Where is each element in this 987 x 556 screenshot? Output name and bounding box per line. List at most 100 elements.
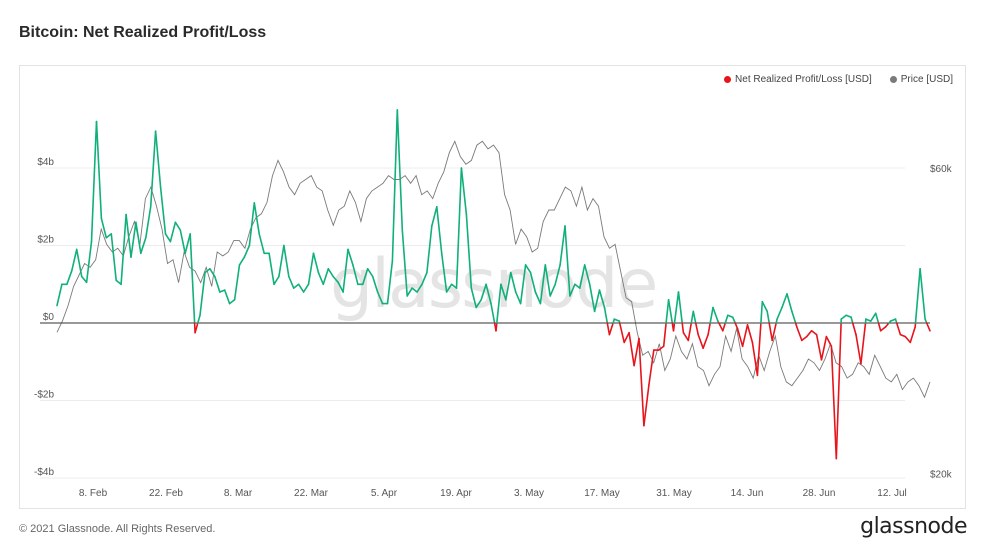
series-net-profit-segment <box>529 271 537 293</box>
series-net-loss-segment <box>855 333 862 365</box>
series-net-profit-segment <box>465 213 473 289</box>
series-net-profit-segment <box>56 283 63 307</box>
x-tick-label: 28. Jun <box>803 488 836 499</box>
series-net-loss-segment <box>638 337 645 427</box>
series-net-profit-segment <box>149 130 157 208</box>
series-net-profit-segment <box>105 233 113 239</box>
series-net-profit-segment <box>430 206 438 227</box>
series-net-loss-segment <box>194 322 199 334</box>
x-tick-label: 3. May <box>514 488 544 499</box>
series-net-profit-segment <box>71 248 78 272</box>
x-tick-label: 8. Feb <box>79 488 108 499</box>
series-net-profit-segment <box>559 225 566 266</box>
series-net-loss-segment <box>795 326 803 342</box>
series-net-profit-segment <box>307 252 315 286</box>
series-net-profit-segment <box>209 267 216 278</box>
series-net-loss-segment <box>879 326 887 332</box>
series-net-profit-segment <box>874 312 880 324</box>
series-net-loss-segment <box>643 384 650 427</box>
series-net-loss-segment <box>672 322 676 332</box>
series-net-profit-segment <box>709 306 714 324</box>
series-net-profit-segment <box>169 221 177 243</box>
series-net-profit-segment <box>485 283 492 305</box>
series-net-profit-segment <box>919 267 926 320</box>
series-net-profit-segment <box>421 271 428 286</box>
series-net-profit-segment <box>475 298 483 309</box>
series-price-line <box>56 140 931 399</box>
x-tick-label: 19. Apr <box>440 488 472 499</box>
series-net-loss-segment <box>820 335 828 361</box>
series-net-loss-segment <box>768 322 774 342</box>
footer-copyright: © 2021 Glassnode. All Rights Reserved. <box>19 523 216 535</box>
series-net-profit-segment <box>524 264 532 274</box>
series-net-profit-segment <box>197 314 201 324</box>
series-net-loss-segment <box>741 324 749 348</box>
series-net-profit-segment <box>80 275 88 284</box>
x-tick-label: 22. Feb <box>149 488 183 499</box>
series-net-profit-segment <box>66 269 73 286</box>
series-net-profit-segment <box>514 291 522 305</box>
series-net-profit-segment <box>258 233 266 255</box>
series-net-profit-segment <box>228 298 236 305</box>
series-net-loss-segment <box>805 329 813 338</box>
series-net-profit-segment <box>347 248 354 266</box>
series-net-loss-segment <box>662 322 667 348</box>
series-net-loss-segment <box>687 322 693 342</box>
series-net-profit-segment <box>539 264 547 305</box>
series-net-profit-segment <box>164 233 172 243</box>
series-net-profit-segment <box>726 314 734 319</box>
series-net-profit-segment <box>593 289 601 313</box>
legend-dot-net-realized <box>724 76 732 83</box>
series-net-profit-segment <box>504 271 512 301</box>
series-net-profit-segment <box>712 306 719 322</box>
series-net-profit-segment <box>480 283 487 301</box>
series-net-profit-segment <box>731 316 737 324</box>
series-net-profit-segment <box>337 281 344 293</box>
series-net-profit-segment <box>786 293 793 313</box>
series-net-profit-segment <box>332 275 339 284</box>
series-net-profit-segment <box>115 279 122 286</box>
series-net-loss-segment <box>606 322 611 336</box>
legend-item-net-realized[interactable]: Net Realized Profit/Loss [USD] <box>724 74 872 85</box>
glassnode-logo: glassnode <box>860 514 967 539</box>
series-net-profit-segment <box>519 264 527 305</box>
series-net-profit-segment <box>544 264 552 297</box>
series-net-profit-segment <box>159 186 167 235</box>
series-net-profit-segment <box>692 310 697 324</box>
series-net-profit-segment <box>578 264 586 289</box>
chart-frame <box>19 65 966 509</box>
y-left-tick-label: -$2b <box>34 390 54 401</box>
series-net-profit-segment <box>189 233 196 324</box>
series-net-profit-segment <box>297 283 305 293</box>
series-net-profit-segment <box>75 248 83 278</box>
series-net-profit-segment <box>440 252 448 293</box>
series-net-loss-segment <box>707 322 712 336</box>
x-tick-label: 5. Apr <box>371 488 398 499</box>
series-net-profit-segment <box>761 300 769 313</box>
series-net-profit-segment <box>865 318 872 322</box>
series-net-profit-segment <box>135 221 142 255</box>
series-net-profit-segment <box>386 260 394 305</box>
series-net-profit-segment <box>490 302 496 324</box>
series-net-profit-segment <box>776 306 783 320</box>
series-net-profit-segment <box>426 225 433 274</box>
series-net-profit-segment <box>312 252 320 274</box>
series-net-profit-segment <box>396 109 404 231</box>
series-net-profit-segment <box>90 120 98 243</box>
series-net-loss-segment <box>925 322 931 332</box>
x-tick-label: 31. May <box>656 488 692 499</box>
series-net-profit-segment <box>376 291 384 305</box>
series-net-profit-segment <box>574 283 581 289</box>
x-tick-label: 17. May <box>584 488 620 499</box>
series-net-loss-segment <box>825 335 833 348</box>
series-net-profit-segment <box>445 283 453 293</box>
series-net-profit-segment <box>850 316 854 324</box>
series-net-loss-segment <box>835 322 842 460</box>
series-net-profit-segment <box>342 248 349 293</box>
y-left-tick-label: $0 <box>43 312 55 323</box>
legend-item-price[interactable]: Price [USD] <box>889 74 953 85</box>
series-net-loss-segment <box>909 326 917 344</box>
series-net-profit-segment <box>665 298 670 324</box>
series-net-profit-segment <box>435 206 443 255</box>
series-net-profit-segment <box>603 306 609 324</box>
